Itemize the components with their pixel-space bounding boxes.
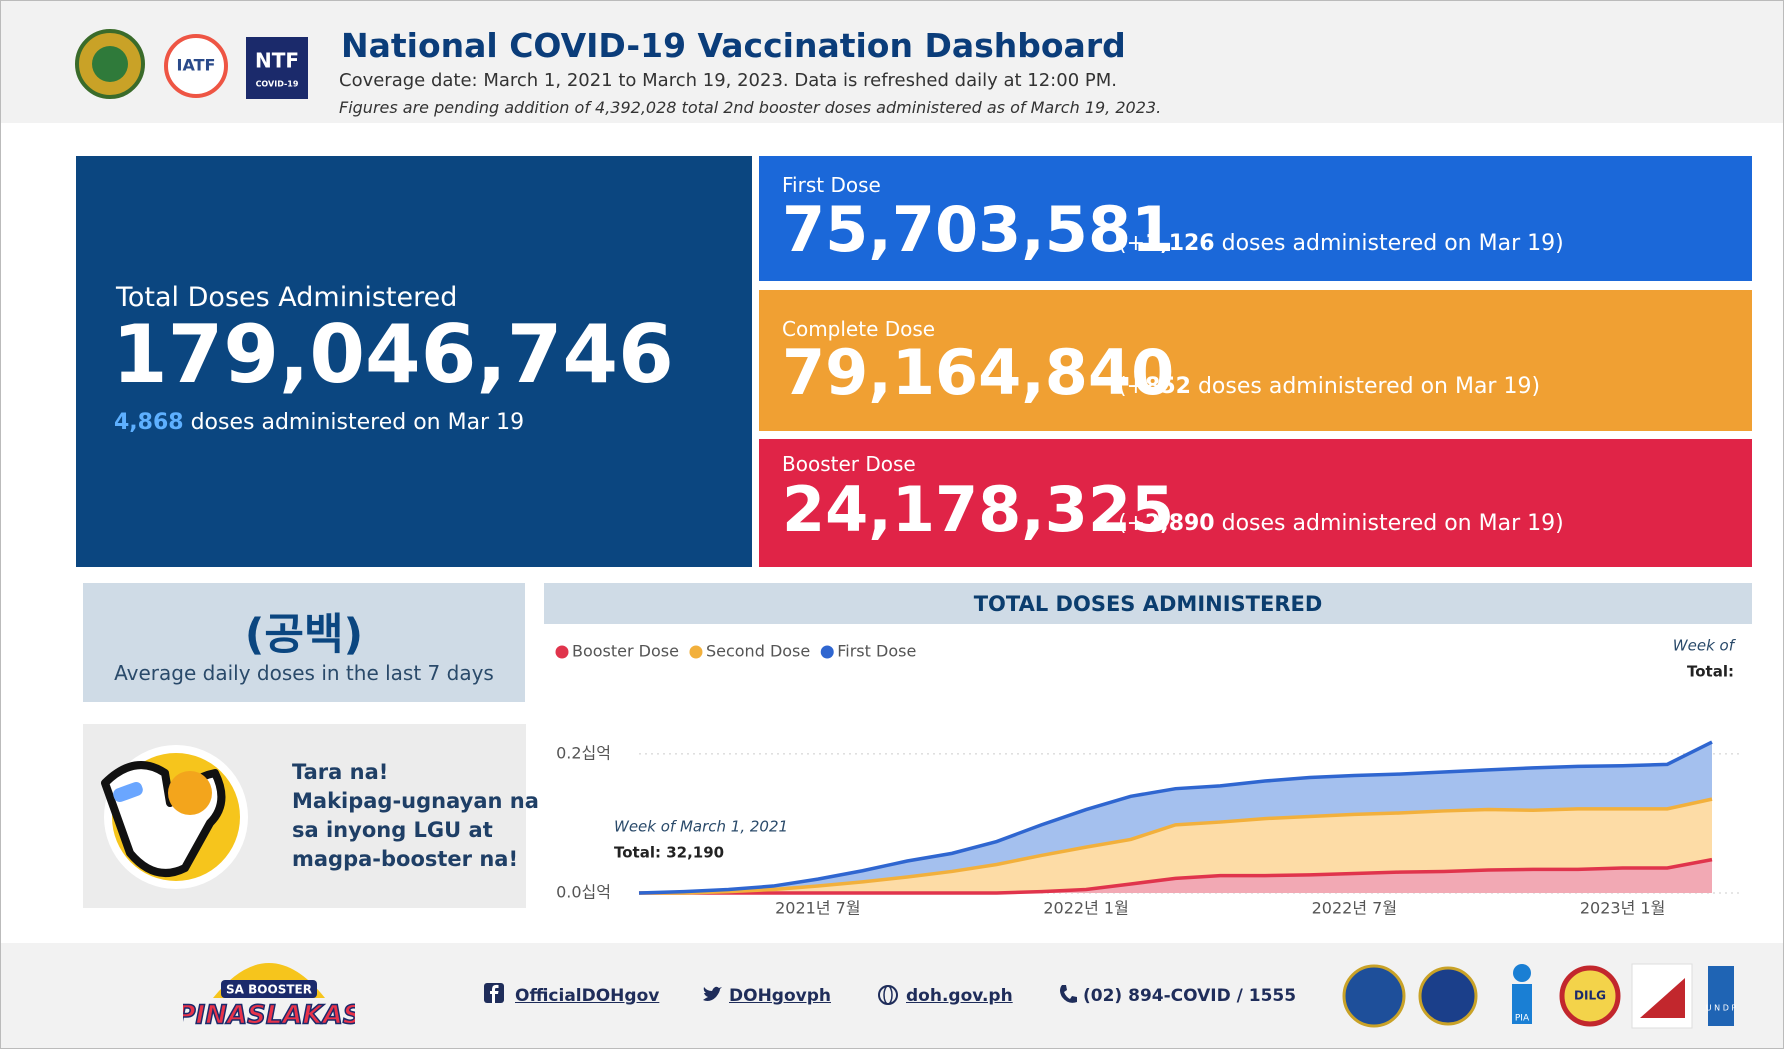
dose-value: 75,703,581 [782,193,1175,266]
partner-logo [1513,964,1531,982]
delta-suffix: doses administered on Mar 19) [1197,374,1541,399]
header-logos: IATF NTF COVID-19 [75,29,308,99]
partner-logo [1640,978,1685,1018]
doh-logo-inner [92,46,128,82]
tooltip-total: Total: 32,190 [614,844,724,862]
dose-delta: (+1,126 doses administered on Mar 19) [1118,231,1564,256]
iatf-logo [164,34,228,98]
facebook-icon [484,983,504,1003]
delta-number: 852 [1145,374,1191,399]
dose-delta: (+2,890 doses administered on Mar 19) [1118,511,1564,536]
delta-suffix: doses administered on Mar 19) [1221,511,1564,536]
tooltip-title: Week of March 1, 2021 [614,818,788,836]
legend-label: Booster Dose [572,642,679,661]
total-card [76,156,752,567]
icon-bandage [113,781,143,803]
promo-line: Tara na! [292,760,389,784]
total-delta: 4,868 [114,410,184,435]
chart-title-bar [544,583,1752,624]
logo-ribbon [221,980,317,998]
pia-text: PIA [1515,1014,1530,1024]
area [639,799,1712,893]
logo-top-text: SA BOOSTER [226,983,312,997]
y-tick-label: 0.2십억 [556,743,611,762]
promo-text: Tara na! Makipag-ugnayan na sa inyong LG… [292,758,539,874]
partner-logo [1418,966,1478,1026]
ntf-text: NTF [255,49,299,73]
total-label: Total Doses Administered [116,282,458,313]
website-link[interactable]: doh.gov.ph [906,986,1013,1006]
area [639,859,1712,893]
page-title: National COVID-19 Vaccination Dashboard [341,26,1126,65]
delta-prefix: (+ [1118,374,1146,399]
partner-logo [1512,984,1532,1024]
dose-label: Booster Dose [782,452,916,476]
ntf-logo [246,37,308,99]
total-value: 179,046,746 [112,308,674,401]
delta-number: 1,126 [1145,231,1215,256]
booster-dose-card [759,439,1752,567]
icon-muscle [168,771,212,815]
area-line [639,857,1713,895]
dose-label: First Dose [782,173,881,197]
area-line [639,797,1713,895]
tooltip-title: Week of [1673,637,1737,655]
twitter-link[interactable]: DOHgovph [729,986,831,1006]
twitter-icon [703,986,722,1001]
delta-number: 2,890 [1145,511,1215,536]
logo-main-text: PINASLAKAS [183,1001,355,1031]
undp-logo [1708,966,1734,1026]
y-tick-label: 0.0십억 [556,883,611,902]
ntf-sub: COVID-19 [256,80,299,89]
phone-icon [1060,985,1077,1003]
note-text: Figures are pending addition of 4,392,02… [339,98,1162,117]
dose-value: 79,164,840 [782,336,1175,409]
complete-dose-card [759,290,1752,431]
legend-swatch [689,645,703,659]
globe-icon [878,985,898,1005]
first-dose-card [759,156,1752,281]
delta-prefix: (+ [1118,511,1146,536]
x-tick-label: 2021년 7월 [775,899,860,918]
phone-text: (02) 894-COVID / 1555 [1083,986,1297,1006]
delta-prefix: (+ [1118,231,1146,256]
pinaslakas-logo: SA BOOSTER PINASLAKAS [183,963,355,1031]
promo-icon [101,745,248,889]
legend-label: First Dose [837,642,916,661]
legend-swatch [555,645,569,659]
legend-swatch [820,645,834,659]
area-line [638,740,1713,895]
partner-logo [1559,965,1621,1027]
promo-line: sa inyong LGU at [292,818,493,842]
legend-label: Second Dose [706,642,810,661]
area [639,742,1712,893]
promo-line: Makipag-ugnayan na [292,789,539,813]
promo-line: magpa-booster na! [292,847,519,871]
dilg-text: DILG [1574,989,1606,1003]
dose-delta: (+852 doses administered on Mar 19) [1118,374,1540,399]
undp-text: U N D P [1706,1004,1737,1013]
dose-value: 24,178,325 [782,473,1175,546]
total-delta-text: doses administered on Mar 19 [190,410,525,435]
total-delta-row: 4,868 doses administered on Mar 19 [114,410,524,435]
coverage-text: Coverage date: March 1, 2021 to March 19… [339,70,1117,91]
partner-logo [1342,964,1406,1028]
x-tick-label: 2022년 1월 [1043,899,1128,918]
facebook-link[interactable]: OfficialDOHgov [515,986,660,1006]
average-label: Average daily doses in the last 7 days [114,661,494,685]
chart: 0.0십억 0.2십억 2021년 7월 2022년 1월 2022년 7월 2023년 … [555,637,1742,918]
average-box [83,583,525,702]
tooltip-total: Total: [1687,663,1734,681]
chart-title: TOTAL DOSES ADMINISTERED [973,592,1323,616]
x-tick-label: 2022년 7월 [1312,899,1397,918]
partner-logos: PIA DILG U N D P [1342,963,1737,1029]
iatf-text: IATF [177,56,216,75]
delta-suffix: doses administered on Mar 19) [1221,231,1564,256]
average-value: (공백) [244,610,364,660]
x-tick-label: 2023년 1월 [1580,899,1665,918]
dose-label: Complete Dose [782,317,936,341]
